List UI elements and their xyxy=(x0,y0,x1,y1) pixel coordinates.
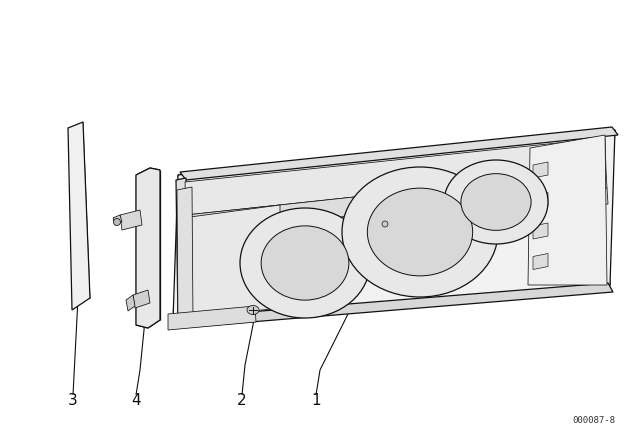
Polygon shape xyxy=(176,178,188,322)
Polygon shape xyxy=(136,168,160,328)
Polygon shape xyxy=(533,254,548,270)
Polygon shape xyxy=(187,188,608,250)
Ellipse shape xyxy=(444,160,548,244)
Polygon shape xyxy=(533,223,548,239)
Polygon shape xyxy=(533,162,548,178)
Polygon shape xyxy=(186,170,607,234)
Polygon shape xyxy=(175,283,613,328)
Text: 000087-8: 000087-8 xyxy=(572,416,615,425)
Polygon shape xyxy=(68,122,90,310)
Text: 2: 2 xyxy=(237,392,247,408)
Ellipse shape xyxy=(367,188,473,276)
Text: 1: 1 xyxy=(311,392,321,408)
Polygon shape xyxy=(113,215,122,225)
Circle shape xyxy=(113,219,120,225)
Ellipse shape xyxy=(342,167,498,297)
Polygon shape xyxy=(180,127,618,180)
Polygon shape xyxy=(120,210,142,230)
Circle shape xyxy=(382,221,388,227)
Ellipse shape xyxy=(247,306,259,314)
Ellipse shape xyxy=(261,226,349,300)
Polygon shape xyxy=(173,130,615,320)
Polygon shape xyxy=(133,290,150,308)
Polygon shape xyxy=(185,138,606,215)
Polygon shape xyxy=(528,135,607,285)
Text: 4: 4 xyxy=(131,392,141,408)
Text: 3: 3 xyxy=(68,392,78,408)
Polygon shape xyxy=(533,193,548,208)
Polygon shape xyxy=(168,306,256,330)
Ellipse shape xyxy=(240,208,370,318)
Polygon shape xyxy=(177,187,193,323)
Polygon shape xyxy=(188,205,280,318)
Ellipse shape xyxy=(461,174,531,230)
Polygon shape xyxy=(126,295,135,311)
